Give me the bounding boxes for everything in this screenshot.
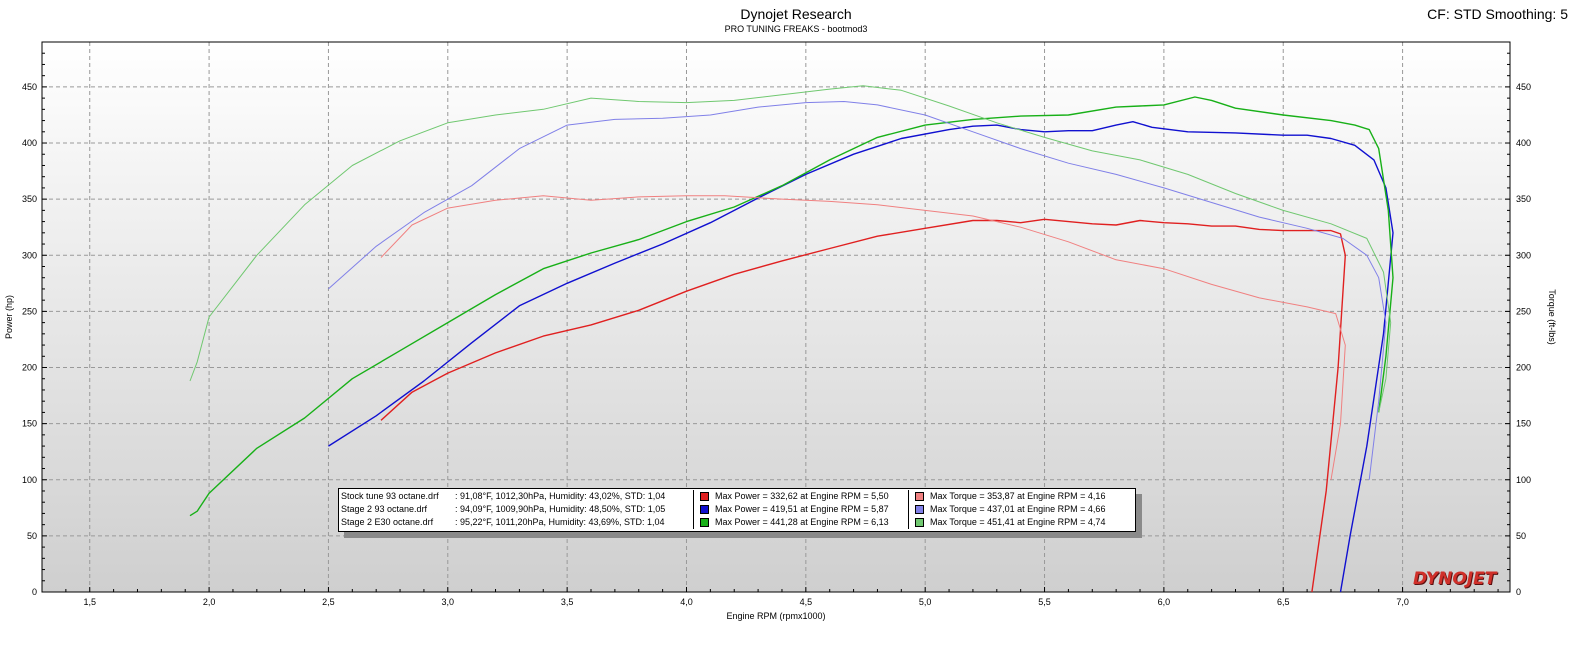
legend-row: Stock tune 93 octane.drf : 91,08°F, 1012…: [341, 490, 1133, 503]
legend-row: Stage 2 E30 octane.drf : 95,22°F, 1011,2…: [341, 516, 1133, 529]
y-tick-label: 0: [32, 587, 37, 597]
legend-max-torque: Max Torque = 437,01 at Engine RPM = 4,66: [930, 504, 1106, 514]
chart-title: Dynojet Research: [740, 6, 852, 22]
plot-frame: [41, 41, 1511, 593]
y-tick-label: 150: [22, 419, 37, 429]
series-line-torque: [328, 101, 1387, 480]
legend-max-torque: Max Torque = 451,41 at Engine RPM = 4,74: [930, 517, 1106, 527]
y2-tick-label: 400: [1516, 138, 1531, 148]
y-tick-label: 300: [22, 250, 37, 260]
y2-tick-label: 0: [1516, 587, 1521, 597]
y2-tick-label: 100: [1516, 475, 1531, 485]
x-axis-label: Engine RPM (rpmx1000): [726, 611, 825, 621]
y-tick-label: 100: [22, 475, 37, 485]
y2-axis-label: Torque (ft-lbs): [1547, 289, 1557, 345]
series-line-power: [380, 218, 1347, 593]
legend-power-swatch: [700, 518, 709, 527]
x-tick-label: 7,0: [1396, 597, 1409, 607]
x-tick-label: 4,5: [800, 597, 813, 607]
legend-torque-swatch: [915, 505, 924, 514]
x-tick-label: 5,5: [1038, 597, 1051, 607]
x-tick-label: 3,0: [442, 597, 455, 607]
y-tick-label: 50: [27, 531, 37, 541]
legend-conditions: : 91,08°F, 1012,30hPa, Humidity: 43,02%,…: [455, 491, 666, 501]
legend-max-power: Max Power = 419,51 at Engine RPM = 5,87: [715, 504, 889, 514]
legend-conditions: : 94,09°F, 1009,90hPa, Humidity: 48,50%,…: [455, 504, 666, 514]
x-tick-label: 1,5: [83, 597, 96, 607]
legend-file-name: Stage 2 93 octane.drf: [341, 504, 428, 514]
y-tick-label: 400: [22, 138, 37, 148]
dynojet-logo: DYNOJET: [1413, 569, 1497, 589]
x-tick-label: 2,5: [322, 597, 335, 607]
y2-tick-label: 50: [1516, 531, 1526, 541]
chart-legend: Stock tune 93 octane.drf : 91,08°F, 1012…: [338, 488, 1136, 532]
series-line-torque: [189, 85, 1392, 413]
legend-file-name: Stage 2 E30 octane.drf: [341, 517, 434, 527]
series-line-power: [328, 120, 1394, 593]
y2-tick-label: 300: [1516, 250, 1531, 260]
x-tick-label: 3,5: [561, 597, 574, 607]
y-tick-label: 250: [22, 306, 37, 316]
y2-tick-label: 450: [1516, 82, 1531, 92]
y-tick-label: 200: [22, 363, 37, 373]
y-tick-label: 350: [22, 194, 37, 204]
legend-torque-swatch: [915, 492, 924, 501]
legend-power-swatch: [700, 505, 709, 514]
y2-tick-label: 350: [1516, 194, 1531, 204]
y2-tick-label: 250: [1516, 306, 1531, 316]
legend-torque-swatch: [915, 518, 924, 527]
legend-row: Stage 2 93 octane.drf : 94,09°F, 1009,90…: [341, 503, 1133, 516]
series-line-power: [189, 96, 1394, 517]
correction-factor-info: CF: STD Smoothing: 5: [1427, 6, 1568, 22]
x-tick-label: 6,5: [1277, 597, 1290, 607]
legend-max-power: Max Power = 332,62 at Engine RPM = 5,50: [715, 491, 889, 501]
x-tick-label: 4,0: [680, 597, 693, 607]
series-line-torque: [380, 195, 1346, 480]
y2-tick-label: 150: [1516, 419, 1531, 429]
y-tick-label: 450: [22, 82, 37, 92]
y-axis-label: Power (hp): [4, 295, 14, 339]
y2-tick-label: 200: [1516, 363, 1531, 373]
x-tick-label: 2,0: [203, 597, 216, 607]
legend-conditions: : 95,22°F, 1011,20hPa, Humidity: 43,69%,…: [455, 517, 665, 527]
legend-power-swatch: [700, 492, 709, 501]
legend-max-torque: Max Torque = 353,87 at Engine RPM = 4,16: [930, 491, 1106, 501]
chart-subtitle: PRO TUNING FREAKS - bootmod3: [724, 24, 868, 34]
legend-file-name: Stock tune 93 octane.drf: [341, 491, 439, 501]
x-tick-label: 5,0: [919, 597, 932, 607]
x-tick-label: 6,0: [1158, 597, 1171, 607]
legend-max-power: Max Power = 441,28 at Engine RPM = 6,13: [715, 517, 889, 527]
